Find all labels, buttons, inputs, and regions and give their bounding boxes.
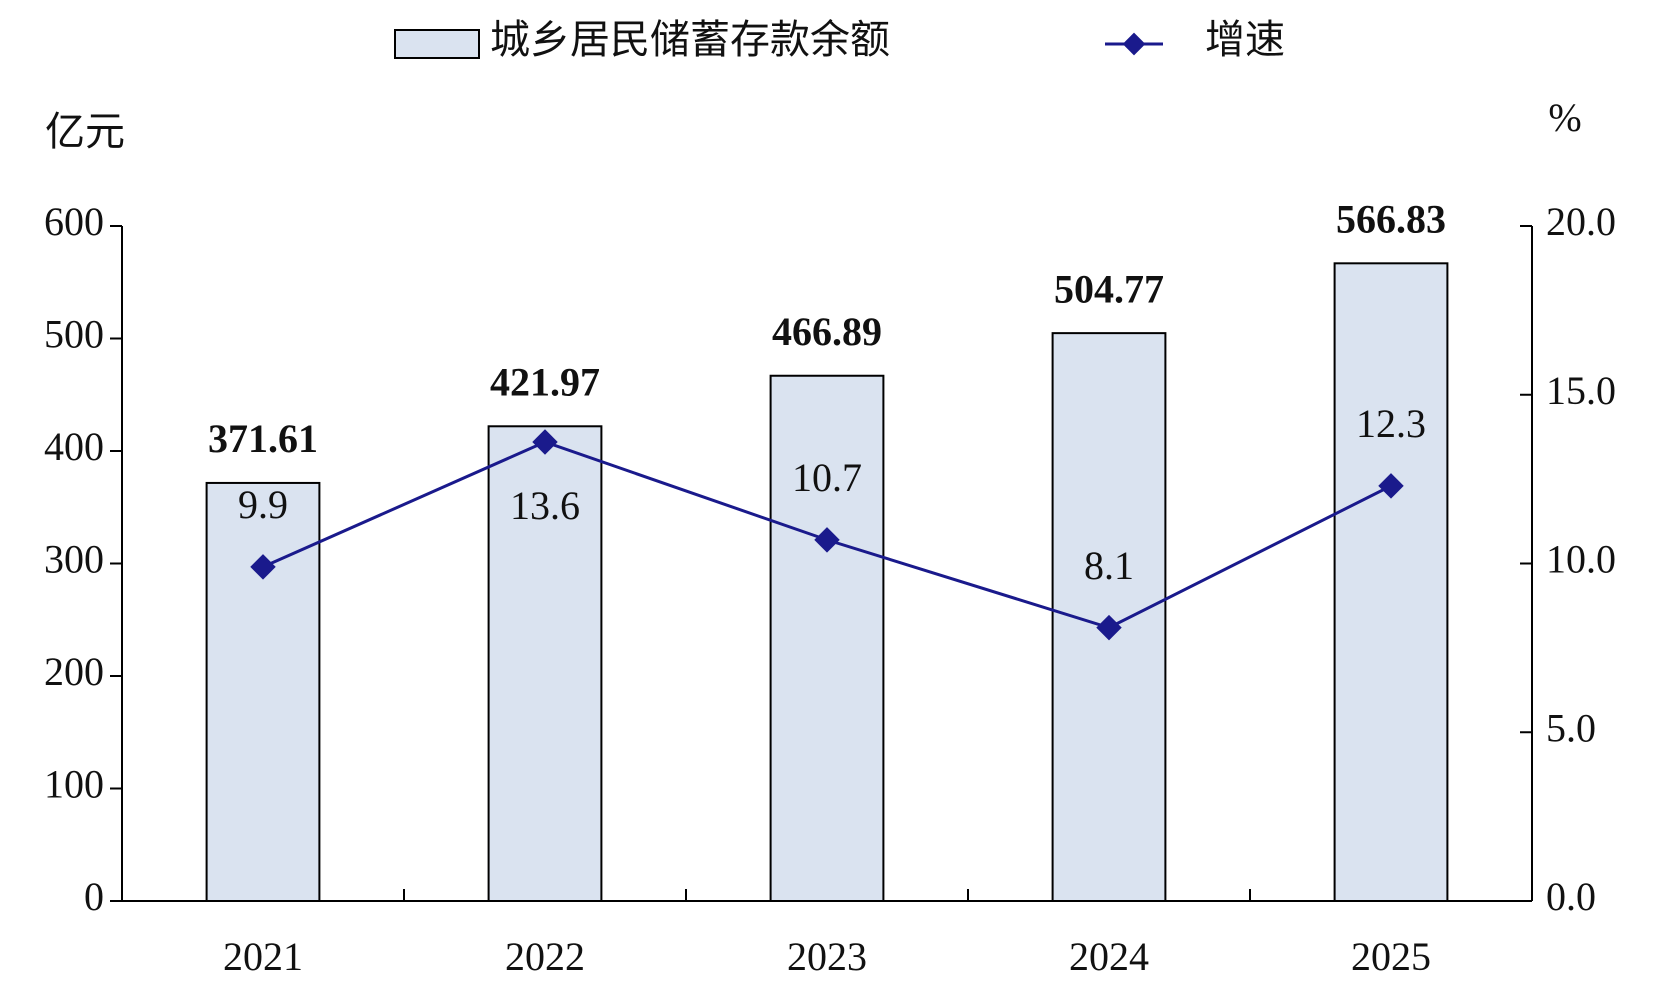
y-tick-label: 300 bbox=[44, 537, 104, 582]
y-tick-label: 200 bbox=[44, 649, 104, 694]
y2-axis-label: % bbox=[1548, 95, 1581, 140]
y2-tick-label: 15.0 bbox=[1546, 368, 1616, 413]
bar-value-label: 466.89 bbox=[772, 309, 882, 354]
line-value-label: 10.7 bbox=[792, 455, 862, 500]
x-tick-label: 2022 bbox=[505, 934, 585, 979]
y-tick-label: 500 bbox=[44, 312, 104, 357]
bar bbox=[769, 374, 885, 902]
legend-label: 增速 bbox=[1205, 17, 1285, 62]
bar bbox=[205, 481, 321, 902]
bar-value-label: 566.83 bbox=[1336, 196, 1446, 241]
bar-value-label: 504.77 bbox=[1054, 266, 1164, 311]
legend-marker bbox=[1122, 32, 1146, 56]
legend-swatch bbox=[394, 29, 480, 59]
x-tick-label: 2021 bbox=[223, 934, 303, 979]
bar-value-label: 371.61 bbox=[208, 416, 318, 461]
line-value-label: 12.3 bbox=[1356, 401, 1426, 446]
y-tick-label: 400 bbox=[44, 424, 104, 469]
bar bbox=[487, 425, 603, 902]
y-tick-label: 0 bbox=[84, 874, 104, 919]
legend-label: 城乡居民储蓄存款余额 bbox=[490, 17, 890, 62]
y-tick-label: 100 bbox=[44, 762, 104, 807]
bar-value-label: 421.97 bbox=[490, 359, 600, 404]
x-tick-label: 2023 bbox=[787, 934, 867, 979]
line-value-label: 13.6 bbox=[510, 483, 580, 528]
line-value-label: 8.1 bbox=[1084, 543, 1134, 588]
line-marker bbox=[814, 527, 840, 553]
line-value-label: 9.9 bbox=[238, 482, 288, 527]
y-axis-label: 亿元 bbox=[45, 109, 125, 154]
y2-tick-label: 5.0 bbox=[1546, 705, 1596, 750]
x-tick-label: 2025 bbox=[1351, 934, 1431, 979]
bar bbox=[1333, 262, 1449, 903]
y2-tick-label: 10.0 bbox=[1546, 537, 1616, 582]
y2-tick-label: 0.0 bbox=[1546, 874, 1596, 919]
y-tick-label: 600 bbox=[44, 199, 104, 244]
line-marker bbox=[250, 554, 276, 580]
x-tick-label: 2024 bbox=[1069, 934, 1149, 979]
y2-tick-label: 20.0 bbox=[1546, 199, 1616, 244]
line-marker bbox=[532, 429, 558, 455]
